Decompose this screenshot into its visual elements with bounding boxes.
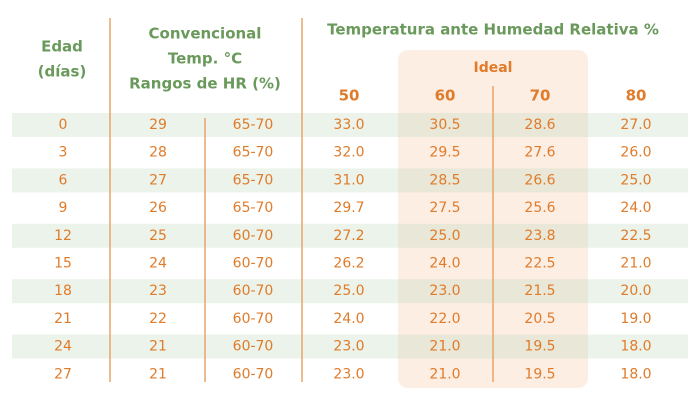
cell: 9 [59, 200, 68, 216]
cell: 22.5 [620, 228, 651, 244]
cell: 19.0 [620, 311, 651, 327]
cell: 15 [54, 256, 72, 272]
cell: 65-70 [233, 145, 274, 161]
cell: 20.5 [524, 311, 555, 327]
row-band [12, 168, 688, 193]
cell: 28.5 [429, 172, 460, 188]
cell: 18.0 [620, 339, 651, 355]
cell: 19.5 [524, 366, 555, 382]
cell: 27.5 [429, 200, 460, 216]
cell: 26.2 [333, 256, 364, 272]
cell: 65-70 [233, 172, 274, 188]
cell: 24 [54, 339, 72, 355]
cell: 32.0 [333, 145, 364, 161]
cell: 20.0 [620, 283, 651, 299]
cell: 21.0 [429, 366, 460, 382]
cell: 22.5 [524, 256, 555, 272]
header-conventional: Temp. °C [168, 50, 242, 68]
header-group: Temperatura ante Humedad Relativa % [327, 21, 659, 39]
row-band [12, 113, 688, 137]
cell: 27.6 [524, 145, 555, 161]
cell: 23.8 [524, 228, 555, 244]
cell: 24 [149, 256, 167, 272]
cell: 27 [54, 366, 72, 382]
cell: 23.0 [333, 339, 364, 355]
cell: 65-70 [233, 200, 274, 216]
table-body: 50 60 70 80 0 29 65-70 33.0 30.5 28.6 27.0 3 28 65-70… [54, 87, 652, 383]
cell: 65-70 [233, 117, 274, 133]
cell: 21 [54, 311, 72, 327]
header-humidity: 70 [530, 87, 551, 105]
cell: 22.0 [429, 311, 460, 327]
cell: 60-70 [233, 366, 274, 382]
cell: 60-70 [233, 311, 274, 327]
row-band [12, 279, 688, 304]
cell: 28 [149, 145, 167, 161]
cell: 27.0 [620, 117, 651, 133]
cell: 3 [59, 145, 68, 161]
cell: 23.0 [333, 366, 364, 382]
cell: 19.5 [524, 339, 555, 355]
cell: 21 [149, 366, 167, 382]
cell: 18 [54, 283, 72, 299]
header-ideal: Ideal [474, 60, 513, 76]
cell: 28.6 [524, 117, 555, 133]
cell: 26.0 [620, 145, 651, 161]
cell: 60-70 [233, 339, 274, 355]
header-humidity: 80 [626, 87, 647, 105]
cell: 25.0 [620, 172, 651, 188]
cell: 21.5 [524, 283, 555, 299]
cell: 29.5 [429, 145, 460, 161]
cell: 21 [149, 339, 167, 355]
cell: 25 [149, 228, 167, 244]
row-band [12, 334, 688, 359]
cell: 33.0 [333, 117, 364, 133]
cell: 26 [149, 200, 167, 216]
header-age: (días) [38, 63, 87, 81]
cell: 27 [149, 172, 167, 188]
row-bands [12, 113, 688, 359]
cell: 12 [54, 228, 72, 244]
cell: 60-70 [233, 283, 274, 299]
cell: 25.0 [333, 283, 364, 299]
cell: 31.0 [333, 172, 364, 188]
cell: 60-70 [233, 228, 274, 244]
cell: 23 [149, 283, 167, 299]
cell: 23.0 [429, 283, 460, 299]
cell: 25.0 [429, 228, 460, 244]
cell: 21.0 [429, 339, 460, 355]
header-humidity: 60 [435, 87, 456, 105]
cell: 21.0 [620, 256, 651, 272]
header-conventional: Convencional [149, 25, 262, 43]
cell: 60-70 [233, 256, 274, 272]
cell: 24.0 [429, 256, 460, 272]
cell: 22 [149, 311, 167, 327]
cell: 24.0 [620, 200, 651, 216]
header-age: Edad [41, 38, 83, 56]
cell: 27.2 [333, 228, 364, 244]
cell: 30.5 [429, 117, 460, 133]
cell: 26.6 [524, 172, 555, 188]
cell: 24.0 [333, 311, 364, 327]
cell: 25.6 [524, 200, 555, 216]
header-humidity: 50 [339, 87, 360, 105]
cell: 29.7 [333, 200, 364, 216]
header-conventional: Rangos de HR (%) [129, 75, 281, 93]
cell: 0 [59, 117, 68, 133]
cell: 6 [59, 172, 68, 188]
row-band [12, 223, 688, 248]
cell: 29 [149, 117, 167, 133]
cell: 18.0 [620, 366, 651, 382]
